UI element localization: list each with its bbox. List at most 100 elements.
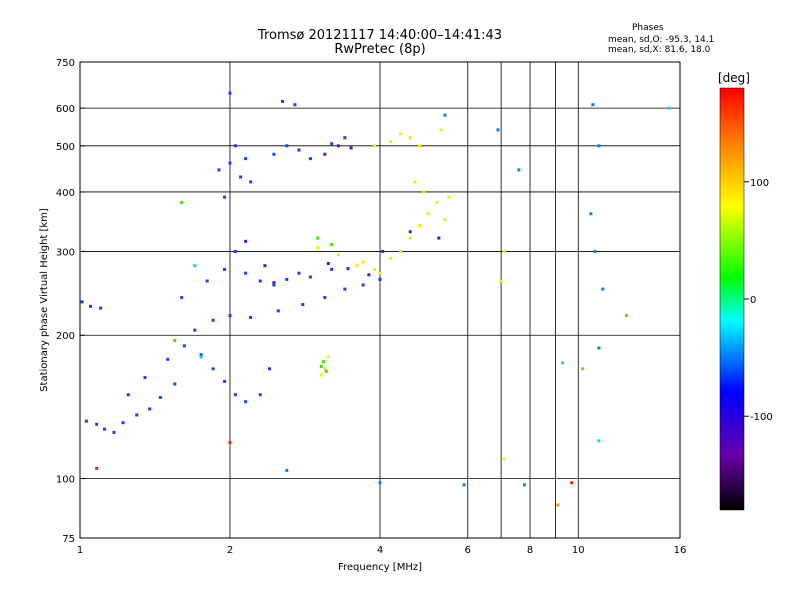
data-point — [211, 318, 215, 322]
data-point — [667, 106, 671, 110]
data-point — [258, 393, 262, 397]
data-point — [324, 369, 328, 373]
data-point — [143, 376, 147, 380]
data-point — [272, 283, 276, 287]
data-point — [399, 132, 403, 136]
stats-x-line: mean, sd,X: 81.6, 18.0 — [608, 45, 711, 55]
x-tick-label: 1 — [77, 545, 83, 556]
data-point — [258, 279, 262, 283]
data-point — [233, 393, 237, 397]
data-point — [80, 300, 84, 304]
data-point — [593, 249, 597, 253]
data-point — [417, 224, 421, 228]
data-point — [272, 152, 276, 156]
data-point — [523, 483, 527, 487]
stats-heading: Phases — [632, 23, 664, 33]
data-point — [244, 157, 248, 161]
data-point — [228, 161, 232, 165]
plot-frame — [79, 61, 681, 539]
data-point — [426, 212, 430, 216]
data-point — [121, 421, 125, 425]
data-point — [173, 382, 177, 386]
data-point — [447, 195, 451, 199]
data-point — [95, 466, 99, 470]
x-tick-label: 10 — [572, 545, 585, 556]
data-point — [417, 144, 421, 148]
y-tick-label: 200 — [56, 331, 75, 342]
colorbar-tick-labels: 100 0 -100 — [744, 178, 773, 423]
data-point — [244, 239, 248, 243]
data-point — [285, 468, 289, 472]
data-point — [597, 346, 601, 350]
data-point — [330, 267, 334, 271]
data-point — [316, 236, 320, 240]
data-point — [239, 175, 243, 179]
x-axis-label: Frequency [MHz] — [338, 562, 422, 573]
data-point — [496, 128, 500, 132]
data-point — [373, 267, 377, 271]
data-point — [355, 264, 359, 268]
colorbar-tick-label: 100 — [750, 178, 769, 189]
data-point — [173, 338, 177, 342]
y-tick-label: 75 — [62, 534, 75, 545]
data-point — [597, 144, 601, 148]
data-point — [378, 271, 382, 275]
data-point — [601, 287, 605, 291]
chart-subtitle: RwPretec (8p) — [334, 42, 425, 57]
data-point — [285, 144, 289, 148]
data-point — [244, 400, 248, 404]
data-point — [437, 236, 441, 240]
colorbar-tick-label: -100 — [750, 412, 773, 423]
x-tick-label: 8 — [527, 545, 533, 556]
data-point — [217, 168, 221, 172]
data-point — [135, 413, 139, 417]
chart-title: Tromsø 20121117 14:40:00–14:41:43 — [257, 28, 502, 43]
data-point — [233, 249, 237, 253]
data-point — [570, 481, 574, 485]
data-point — [285, 277, 289, 281]
data-point — [330, 243, 334, 247]
data-point — [297, 148, 301, 152]
data-point — [158, 395, 162, 399]
data-point — [389, 256, 393, 260]
data-point — [597, 439, 601, 443]
points-layer — [80, 91, 671, 507]
colorbar-label: [deg] — [718, 71, 750, 85]
data-point — [148, 407, 152, 411]
data-point — [180, 296, 184, 300]
data-point — [199, 355, 203, 359]
y-axis-label: Stationary phase Virtual Height [km] — [39, 208, 50, 392]
data-point — [301, 303, 305, 307]
data-point — [373, 144, 377, 148]
data-point — [336, 144, 340, 148]
data-point — [316, 246, 320, 250]
data-point — [99, 306, 103, 310]
data-point — [180, 201, 184, 205]
data-point — [343, 287, 347, 291]
data-point — [561, 361, 565, 365]
data-point — [249, 180, 253, 184]
data-point — [223, 267, 227, 271]
data-point — [346, 267, 350, 271]
data-point — [166, 357, 170, 361]
x-tick-label: 2 — [227, 545, 233, 556]
data-point — [591, 103, 595, 107]
data-point — [233, 144, 237, 148]
data-point — [517, 168, 521, 172]
data-point — [443, 218, 447, 222]
x-tick-label: 4 — [377, 545, 383, 556]
data-point — [126, 393, 130, 397]
colorbar-tick-label: 0 — [750, 295, 756, 306]
data-point — [308, 157, 312, 161]
data-point — [343, 136, 347, 140]
data-point — [323, 367, 327, 371]
y-tick-labels: 75 100 200 300 400 500 600 750 — [56, 58, 85, 545]
data-point — [297, 271, 301, 275]
data-point — [367, 273, 371, 277]
data-point — [228, 441, 232, 445]
data-point — [319, 364, 323, 368]
data-point — [408, 136, 412, 140]
x-tick-label: 6 — [465, 545, 471, 556]
data-point — [502, 457, 506, 461]
data-point — [330, 142, 334, 146]
